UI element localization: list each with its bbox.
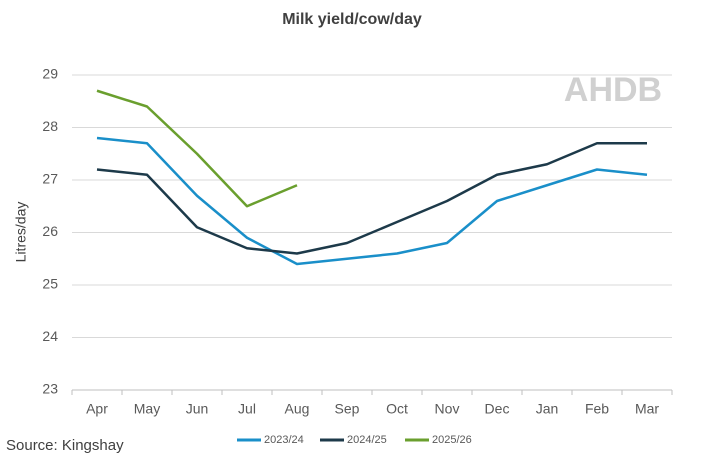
y-tick-label: 26 xyxy=(42,223,58,239)
x-tick-label: Dec xyxy=(485,401,510,417)
x-tick-label: Jun xyxy=(186,401,209,417)
chart-title: Milk yield/cow/day xyxy=(282,11,422,28)
y-tick-label: 23 xyxy=(42,381,58,397)
x-tick-label: Oct xyxy=(386,401,408,417)
watermark: AHDB xyxy=(564,71,662,109)
legend-label: 2025/26 xyxy=(432,434,472,446)
source: Source: Kingshay xyxy=(6,437,124,454)
x-tick-label: Sep xyxy=(335,401,360,417)
x-tick-label: Mar xyxy=(635,401,659,417)
x-tick-label: May xyxy=(134,401,160,417)
y-tick-label: 28 xyxy=(42,118,58,134)
x-tick-label: Nov xyxy=(435,401,460,417)
line-series xyxy=(96,89,298,208)
y-tick-label: 29 xyxy=(42,66,58,82)
legend-label: 2023/24 xyxy=(264,434,304,446)
x-tick-label: Jul xyxy=(238,401,256,417)
x-tick-label: Jan xyxy=(536,401,559,417)
y-tick-label: 25 xyxy=(42,276,58,292)
legend-label: 2024/25 xyxy=(347,434,387,446)
y-tick-label: 24 xyxy=(42,328,58,344)
x-tick-label: Apr xyxy=(86,401,108,417)
x-tick-label: Aug xyxy=(285,401,310,417)
x-tick-label: Feb xyxy=(585,401,609,417)
y-axis-label: Litres/day xyxy=(13,202,29,263)
y-tick-label: 27 xyxy=(42,171,58,187)
line-series xyxy=(96,136,648,266)
line-series xyxy=(96,142,647,255)
